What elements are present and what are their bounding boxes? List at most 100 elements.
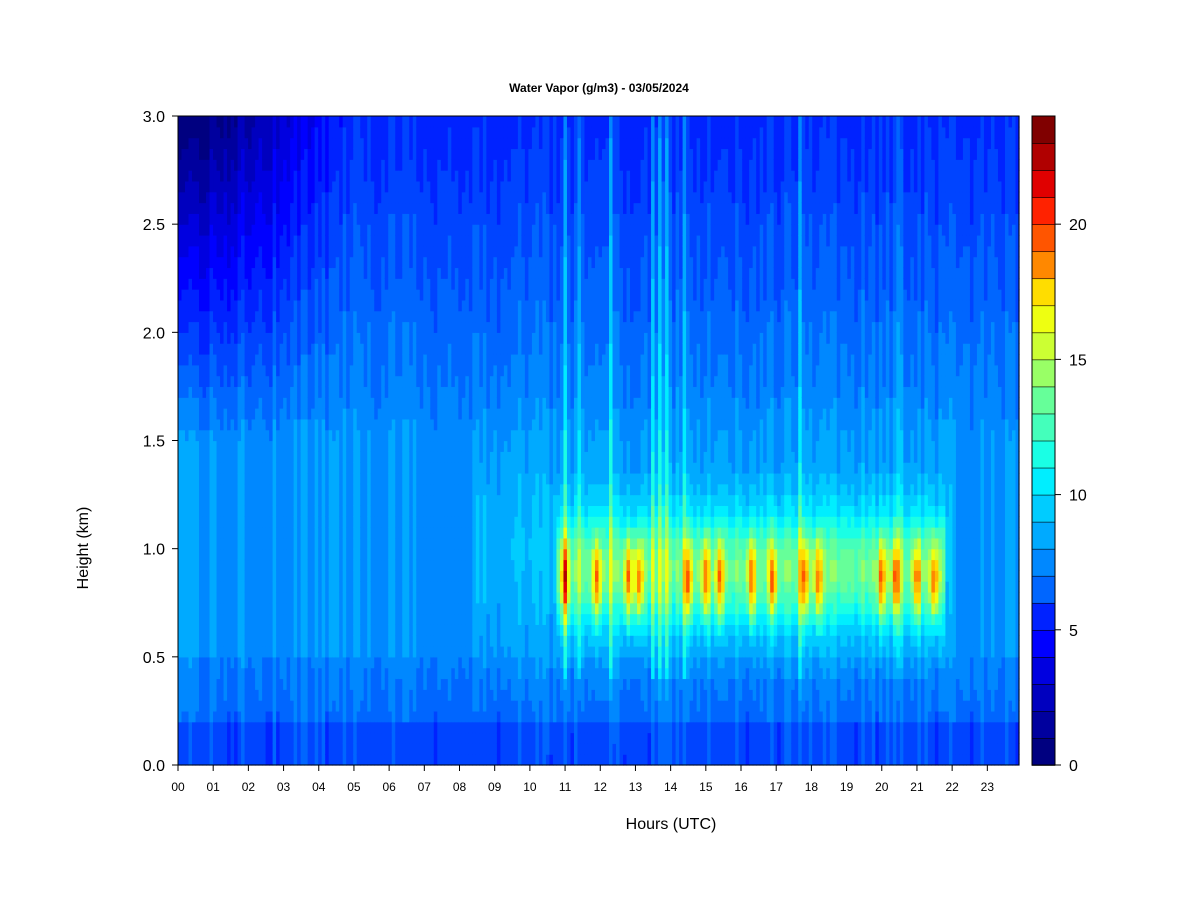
heatmap-cell bbox=[335, 408, 340, 420]
heatmap-cell bbox=[269, 234, 274, 247]
heatmap-cell bbox=[342, 689, 347, 701]
heatmap-cell bbox=[370, 483, 375, 496]
heatmap-cell bbox=[346, 278, 351, 290]
heatmap-cell bbox=[374, 689, 379, 701]
heatmap-cell bbox=[297, 721, 302, 734]
heatmap-cell bbox=[230, 700, 235, 712]
heatmap-cell bbox=[426, 321, 431, 333]
heatmap-cell bbox=[181, 548, 186, 561]
heatmap-cell bbox=[195, 732, 200, 744]
heatmap-cell bbox=[458, 408, 463, 420]
heatmap-cell bbox=[223, 689, 228, 701]
heatmap-cell bbox=[332, 602, 337, 615]
heatmap-cell bbox=[381, 343, 386, 355]
heatmap-cell bbox=[349, 743, 354, 755]
heatmap-cell bbox=[423, 635, 428, 647]
heatmap-cell bbox=[349, 527, 354, 539]
heatmap-cell bbox=[185, 624, 190, 636]
heatmap-cell bbox=[363, 494, 368, 506]
heatmap-cell bbox=[370, 245, 375, 258]
heatmap-cell bbox=[370, 646, 375, 658]
heatmap-cell bbox=[258, 418, 263, 431]
heatmap-cell bbox=[244, 462, 249, 474]
heatmap-cell bbox=[433, 559, 438, 571]
heatmap-cell bbox=[307, 408, 312, 420]
heatmap-cell bbox=[244, 732, 249, 744]
heatmap-cell bbox=[265, 137, 270, 150]
heatmap-cell bbox=[223, 451, 228, 463]
heatmap-cell bbox=[465, 505, 470, 517]
heatmap-cell bbox=[377, 656, 382, 669]
heatmap-cell bbox=[192, 570, 197, 582]
heatmap-cell bbox=[419, 591, 424, 604]
heatmap-cell bbox=[363, 505, 368, 517]
heatmap-cell bbox=[370, 505, 375, 517]
heatmap-cell bbox=[416, 710, 421, 723]
heatmap-cell bbox=[216, 213, 221, 225]
heatmap-cell bbox=[349, 656, 354, 669]
heatmap-cell bbox=[412, 191, 417, 204]
heatmap-cell bbox=[381, 310, 386, 323]
heatmap-cell bbox=[255, 353, 260, 366]
heatmap-cell bbox=[416, 440, 421, 452]
heatmap-cell bbox=[279, 256, 284, 269]
heatmap-cell bbox=[465, 310, 470, 323]
heatmap-cell bbox=[342, 202, 347, 214]
heatmap-cell bbox=[307, 418, 312, 431]
heatmap-cell bbox=[304, 408, 309, 420]
heatmap-cell bbox=[332, 256, 337, 269]
heatmap-cell bbox=[321, 202, 326, 214]
heatmap-cell bbox=[412, 278, 417, 290]
heatmap-cell bbox=[374, 602, 379, 615]
heatmap-cell bbox=[342, 624, 347, 636]
heatmap-cell bbox=[398, 656, 403, 669]
heatmap-cell bbox=[276, 299, 281, 312]
heatmap-cell bbox=[286, 527, 291, 539]
heatmap-cell bbox=[370, 656, 375, 669]
heatmap-cell bbox=[202, 613, 207, 625]
heatmap-cell bbox=[430, 710, 435, 723]
heatmap-cell bbox=[451, 656, 456, 669]
heatmap-cell bbox=[423, 548, 428, 561]
heatmap-cell bbox=[286, 483, 291, 496]
heatmap-cell bbox=[458, 548, 463, 561]
heatmap-cell bbox=[262, 137, 267, 150]
heatmap-cell bbox=[181, 678, 186, 690]
heatmap-cell bbox=[398, 451, 403, 463]
heatmap-cell bbox=[430, 429, 435, 442]
heatmap-cell bbox=[181, 527, 186, 539]
heatmap-cell bbox=[395, 646, 400, 658]
heatmap-cell bbox=[188, 353, 193, 366]
heatmap-cell bbox=[185, 148, 190, 160]
heatmap-cell bbox=[304, 256, 309, 269]
heatmap-cell bbox=[416, 678, 421, 690]
heatmap-cell bbox=[209, 710, 214, 723]
heatmap-cell bbox=[461, 126, 466, 139]
heatmap-cell bbox=[269, 635, 274, 647]
heatmap-cell bbox=[388, 397, 393, 409]
heatmap-cell bbox=[223, 591, 228, 604]
heatmap-cell bbox=[409, 224, 414, 236]
heatmap-cell bbox=[220, 646, 225, 658]
heatmap-cell bbox=[276, 116, 281, 128]
heatmap-cell bbox=[342, 516, 347, 528]
heatmap-cell bbox=[423, 429, 428, 442]
heatmap-cell bbox=[370, 343, 375, 355]
heatmap-cell bbox=[290, 353, 295, 366]
heatmap-cell bbox=[188, 429, 193, 442]
heatmap-cell bbox=[300, 213, 305, 225]
heatmap-cell bbox=[234, 537, 239, 550]
heatmap-cell bbox=[237, 440, 242, 452]
heatmap-cell bbox=[223, 418, 228, 431]
heatmap-cell bbox=[444, 116, 449, 128]
heatmap-cell bbox=[272, 613, 277, 625]
heatmap-cell bbox=[388, 613, 393, 625]
heatmap-cell bbox=[241, 126, 246, 139]
heatmap-cell bbox=[279, 700, 284, 712]
heatmap-cell bbox=[402, 710, 407, 723]
heatmap-cell bbox=[181, 116, 186, 128]
heatmap-cell bbox=[412, 462, 417, 474]
heatmap-cell bbox=[384, 332, 389, 344]
heatmap-cell bbox=[353, 289, 358, 301]
heatmap-cell bbox=[391, 267, 396, 279]
